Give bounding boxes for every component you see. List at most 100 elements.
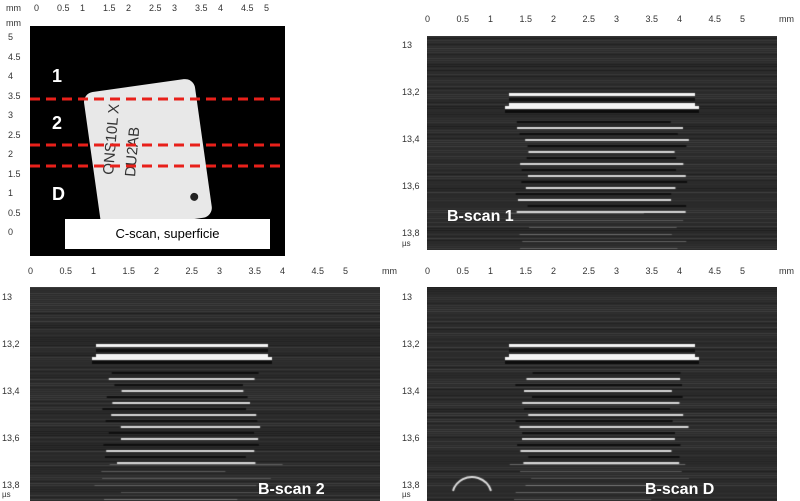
cscan-y-tick: 1.5	[8, 168, 21, 179]
cscan-y-tick: 4	[8, 71, 14, 81]
bscan-x-tick: 0.5	[456, 14, 470, 24]
cscan-y-tick: 1	[8, 188, 14, 198]
bscan-x-tick: 0.5	[456, 266, 470, 276]
bscan-1-x-unit: mm	[779, 14, 794, 24]
cscan-x-tick: 0.5	[57, 3, 70, 13]
cscan-x-tick: 5	[264, 3, 270, 13]
bscan-x-tick: 2	[154, 266, 160, 276]
cscan-x-tick: 3.5	[195, 3, 208, 13]
cscan-x-unit: mm	[6, 3, 21, 13]
bscan-1-y-unit: µs	[402, 239, 411, 248]
bscan-1-label: B-scan 1	[447, 208, 514, 225]
bscan-2-y-unit: µs	[2, 490, 11, 499]
bscan-2-x-unit: mm	[382, 266, 397, 276]
line-label-2: 2	[52, 113, 63, 133]
cscan-y-tick: 4.5	[8, 51, 21, 62]
bscan-x-tick: 4.5	[311, 266, 325, 276]
bscan-x-tick: 1.5	[519, 266, 533, 276]
bscan-x-tick: 0	[425, 266, 431, 276]
cscan-y-tick: 3	[8, 110, 14, 120]
bscan-x-tick: 1	[488, 266, 494, 276]
bscan-x-tick: 3.5	[248, 266, 262, 276]
bscan-x-tick: 2	[551, 266, 557, 276]
chip-graphic	[84, 79, 212, 231]
bscan-y-tick: 13,4	[402, 134, 420, 144]
bscan-x-tick: 0	[425, 14, 431, 24]
bscan-y-tick: 13,6	[2, 433, 20, 443]
bscan-x-tick: 3	[217, 266, 223, 276]
bscan-d-label: B-scan D	[645, 481, 715, 498]
bscan-x-tick: 3	[614, 14, 620, 24]
bscan-x-tick: 2.5	[582, 266, 596, 276]
bscan-x-tick: 3.5	[645, 266, 659, 276]
cscan-x-tick: 1	[80, 3, 86, 13]
cscan-caption: C-scan, superficie	[65, 219, 270, 249]
bscan-y-tick: 13,2	[402, 339, 420, 349]
bscan-x-tick: 4	[280, 266, 286, 276]
bscan-y-tick: 13,6	[402, 181, 420, 191]
bscan-2-image: B-scan 2	[30, 287, 380, 501]
scan-lines	[30, 97, 285, 168]
cscan-x-tick: 0	[34, 3, 40, 13]
bscan-y-tick: 13,8	[402, 228, 420, 238]
cscan-y-tick: 3.5	[8, 90, 21, 101]
bscan-y-tick: 13,4	[402, 386, 420, 396]
bscan-d-panel: mm µs 0 0.5 1 1.5 2 2.5 3 3.5 4 4.5 5 13 13,2 13,4 13…	[400, 262, 800, 501]
bscan-x-tick: 1	[91, 266, 97, 276]
bscan-d-y-unit: µs	[402, 490, 411, 499]
cscan-x-tick: 3	[172, 3, 178, 13]
bscan-x-tick: 4	[677, 14, 683, 24]
chip-dot	[190, 192, 199, 201]
bscan-y-tick: 13	[402, 40, 413, 50]
bscan-2-canvas	[30, 287, 380, 501]
cscan-y-tick: 0.5	[8, 207, 21, 218]
bscan-x-tick: 5	[343, 266, 349, 276]
bscan-y-tick: 13	[402, 292, 413, 302]
line-label-1: 1	[52, 66, 63, 86]
bscan-x-tick: 4.5	[708, 14, 722, 24]
bscan-d-image: B-scan D	[427, 287, 777, 501]
bscan-1-image: B-scan 1	[427, 36, 777, 250]
cscan-x-tick: 4.5	[241, 3, 254, 13]
cscan-x-tick: 1.5	[103, 3, 116, 13]
bscan-y-tick: 13,4	[2, 386, 20, 396]
cscan-image: ONS10L X DU2AB 1 2 D C-scan, superficie	[30, 26, 285, 256]
cscan-x-tick: 2	[126, 3, 132, 13]
bscan-d-canvas	[427, 287, 777, 501]
bscan-x-tick: 3.5	[645, 14, 659, 24]
line-label-d: D	[52, 184, 65, 204]
bscan-x-tick: 1.5	[122, 266, 136, 276]
cscan-x-tick: 4	[218, 3, 224, 13]
bscan-x-tick: 0.5	[59, 266, 73, 276]
bscan-x-tick: 5	[740, 266, 746, 276]
cscan-y-tick: 2	[8, 149, 14, 159]
bscan-x-tick: 1	[488, 14, 494, 24]
bscan-2-panel: mm µs 0 0.5 1 1.5 2 2.5 3 3.5 4 4.5 5 13 13,2 13,4 13…	[0, 262, 400, 501]
bscan-x-tick: 2.5	[185, 266, 199, 276]
bscan-x-tick: 3	[614, 266, 620, 276]
cscan-panel: mm mm 0 0.5 1 1.5 2 2.5 3 3.5 4 4.5 5 5 4.5 4 3.5 3 2.5…	[0, 0, 290, 260]
bscan-1-panel: mm µs 0 0.5 1 1.5 2 2.5 3 3.5 4 4.5 5 13 13,2 13,4 13…	[400, 10, 800, 250]
cscan-y-unit: mm	[6, 18, 21, 28]
cscan-y-tick: 5	[8, 32, 14, 42]
cscan-x-tick: 2.5	[149, 3, 162, 13]
bscan-y-tick: 13,2	[2, 339, 20, 349]
bscan-y-tick: 13,8	[2, 480, 20, 490]
cscan-y-tick: 0	[8, 227, 14, 237]
cscan-y-tick: 2.5	[8, 129, 21, 140]
bscan-x-tick: 4.5	[708, 266, 722, 276]
bscan-x-tick: 0	[28, 266, 34, 276]
bscan-x-tick: 4	[677, 266, 683, 276]
bscan-2-label: B-scan 2	[258, 481, 325, 498]
bscan-x-tick: 2.5	[582, 14, 596, 24]
bscan-y-tick: 13	[2, 292, 13, 302]
bscan-y-tick: 13,2	[402, 87, 420, 97]
bscan-y-tick: 13,8	[402, 480, 420, 490]
bscan-x-tick: 1.5	[519, 14, 533, 24]
bscan-y-tick: 13,6	[402, 433, 420, 443]
bscan-d-x-unit: mm	[779, 266, 794, 276]
bscan-x-tick: 2	[551, 14, 557, 24]
bscan-1-canvas	[427, 36, 777, 250]
chip-body	[84, 79, 212, 231]
bscan-x-tick: 5	[740, 14, 746, 24]
